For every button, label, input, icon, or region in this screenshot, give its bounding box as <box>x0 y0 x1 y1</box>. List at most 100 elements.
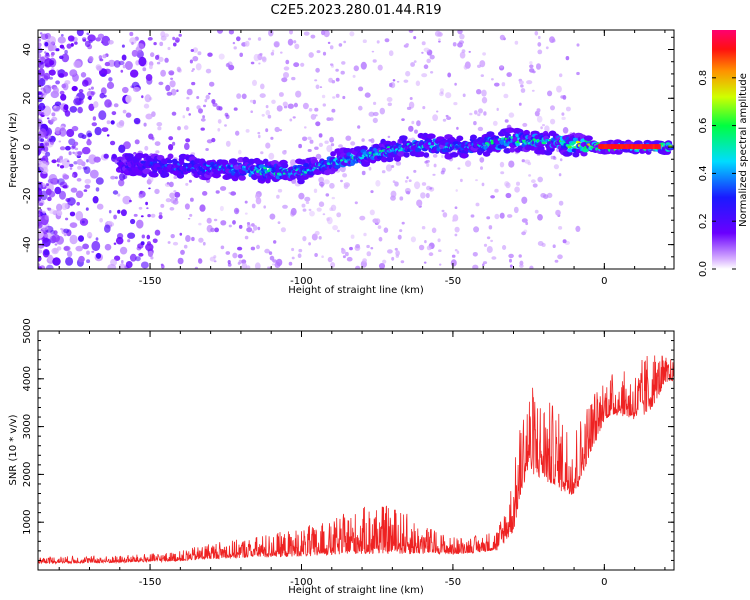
noise-speckle <box>532 183 538 188</box>
noise-speckle <box>160 203 165 208</box>
noise-speckle <box>104 224 111 233</box>
snr-panel: -150 -100 -50 0 1000 2000 3000 4000 5000 Height … <box>8 318 675 596</box>
noise-speckle <box>518 254 522 258</box>
noise-speckle <box>47 137 53 143</box>
noise-speckle <box>499 161 505 168</box>
noise-speckle <box>522 122 528 127</box>
noise-speckle <box>233 207 240 215</box>
spectrogram-panel: -150 -100 -50 0 -40 -20 0 20 40 Height of straig… <box>8 29 675 296</box>
ridge-peak <box>612 144 616 149</box>
noise-speckle <box>408 30 414 33</box>
x-tick-label: -50 <box>445 276 461 287</box>
noise-speckle <box>383 227 389 233</box>
noise-speckle <box>373 101 377 105</box>
noise-speckle <box>51 112 56 117</box>
noise-speckle <box>442 212 448 218</box>
noise-speckle <box>550 155 554 160</box>
noise-speckle <box>509 264 513 268</box>
noise-speckle <box>81 220 85 224</box>
noise-speckle <box>57 156 64 164</box>
noise-speckle <box>310 113 317 120</box>
noise-speckle <box>110 258 118 266</box>
noise-speckle <box>453 102 458 106</box>
noise-speckle <box>438 249 442 252</box>
noise-speckle <box>86 130 92 138</box>
noise-speckle <box>86 139 92 146</box>
noise-speckle <box>164 57 169 63</box>
ridge-blob <box>228 158 238 164</box>
noise-speckle <box>293 102 298 108</box>
noise-speckle <box>413 60 417 63</box>
noise-speckle <box>396 80 400 83</box>
noise-speckle <box>323 30 330 38</box>
noise-speckle <box>441 155 444 158</box>
ridge-blob <box>460 153 468 159</box>
noise-speckle <box>430 71 434 74</box>
noise-speckle <box>438 40 441 43</box>
noise-speckle <box>59 127 67 137</box>
noise-speckle <box>503 93 509 99</box>
ridge-blob <box>509 147 516 153</box>
noise-speckle <box>170 77 174 81</box>
noise-speckle <box>63 246 70 251</box>
noise-speckle <box>394 247 398 251</box>
noise-speckle <box>143 122 147 127</box>
noise-speckle <box>321 255 324 258</box>
noise-speckle <box>289 30 293 35</box>
noise-speckle <box>302 208 307 212</box>
x-tick-label: -150 <box>139 276 162 287</box>
noise-speckle <box>244 200 248 204</box>
noise-speckle <box>550 105 555 111</box>
noise-speckle <box>547 90 553 97</box>
noise-speckle <box>46 232 53 240</box>
noise-speckle <box>92 116 97 121</box>
noise-speckle <box>123 141 131 150</box>
noise-speckle <box>323 179 330 185</box>
noise-speckle <box>508 112 515 118</box>
noise-speckle <box>91 250 95 253</box>
noise-speckle <box>483 111 487 116</box>
noise-speckle <box>117 193 121 197</box>
noise-speckle <box>336 212 342 218</box>
noise-speckle <box>456 250 460 254</box>
ridge-blob <box>333 164 341 169</box>
noise-speckle <box>233 46 237 50</box>
noise-speckle <box>395 161 402 166</box>
noise-speckle <box>462 93 466 98</box>
noise-speckle <box>394 181 399 187</box>
noise-speckle <box>575 225 581 232</box>
noise-speckle <box>359 215 366 221</box>
noise-speckle <box>43 250 50 256</box>
noise-speckle <box>551 38 556 43</box>
noise-speckle <box>158 81 164 86</box>
noise-speckle <box>550 118 556 125</box>
noise-speckle <box>534 31 539 36</box>
noise-speckle <box>145 74 153 81</box>
noise-speckle <box>537 176 543 183</box>
ridge-blob <box>162 171 170 178</box>
noise-speckle <box>125 112 132 118</box>
noise-speckle <box>414 181 421 190</box>
noise-speckle <box>404 187 411 194</box>
noise-speckle <box>119 246 128 255</box>
noise-speckle <box>447 72 452 78</box>
noise-speckle <box>66 43 72 49</box>
noise-speckle <box>172 141 176 146</box>
noise-speckle <box>182 115 186 119</box>
noise-speckle <box>47 196 52 202</box>
noise-speckle <box>285 59 290 65</box>
noise-speckle <box>555 209 561 216</box>
noise-speckle <box>335 77 340 82</box>
ridge-peak <box>600 144 603 149</box>
noise-speckle <box>42 237 51 247</box>
noise-speckle <box>258 62 261 65</box>
noise-speckle <box>130 69 139 78</box>
noise-speckle <box>304 196 311 202</box>
noise-speckle <box>47 134 52 139</box>
noise-speckle <box>526 80 533 85</box>
noise-speckle <box>86 159 89 163</box>
noise-speckle <box>496 107 499 111</box>
colorbar-tick-label: 0.6 <box>698 118 709 134</box>
noise-speckle <box>68 138 76 146</box>
noise-speckle <box>318 176 325 184</box>
